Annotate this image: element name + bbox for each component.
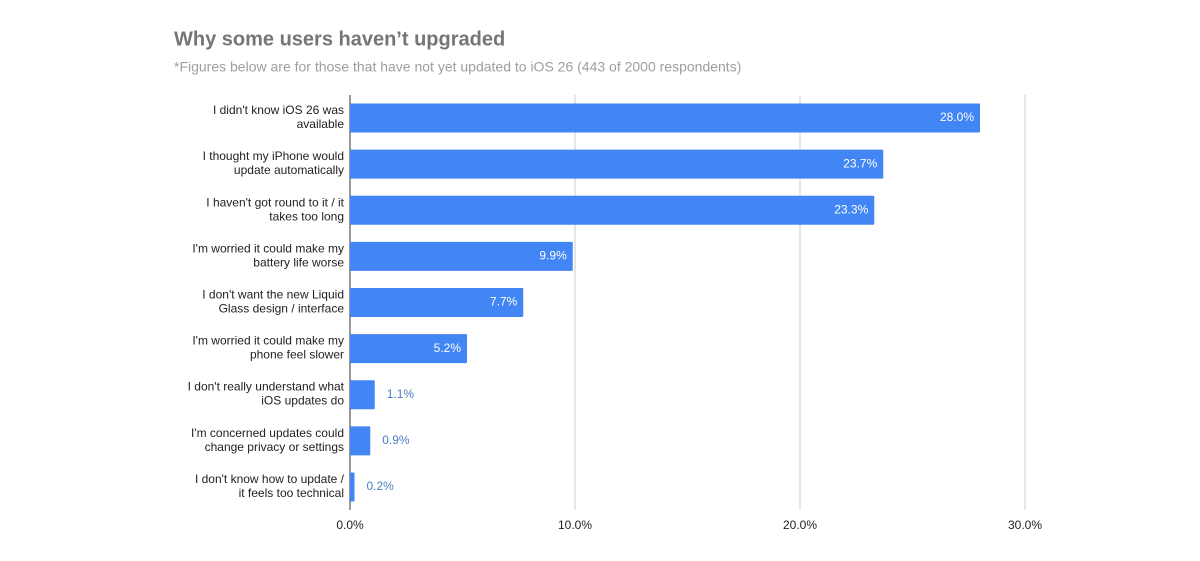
bar (350, 288, 524, 317)
value-label: 28.0% (940, 110, 974, 124)
y-tick-label: I didn't know iOS 26 was available (213, 103, 344, 131)
y-tick-label: I'm concerned updates could change privac… (191, 426, 344, 454)
value-label: 9.9% (539, 249, 567, 263)
chart-title: Why some users haven’t upgraded (174, 28, 505, 50)
value-label: 1.1% (387, 387, 415, 401)
value-label: 7.7% (490, 295, 518, 309)
x-tick-label: 20.0% (783, 518, 817, 532)
bar (350, 241, 573, 271)
value-label: 0.2% (367, 479, 395, 493)
value-label: 0.9% (382, 433, 410, 447)
y-tick-label: I'm worried it could make my phone feel s… (192, 334, 344, 362)
bar (350, 149, 884, 179)
bar (350, 195, 875, 225)
y-tick-label: I thought my iPhone would update automati… (203, 149, 344, 177)
bar (350, 334, 467, 364)
y-tick-label: I'm worried it could make my battery life… (192, 242, 344, 270)
value-label: 5.2% (434, 341, 462, 355)
x-tick-label: 0.0% (336, 518, 364, 532)
bar (350, 380, 375, 410)
value-label: 23.3% (834, 202, 868, 216)
x-tick-label: 30.0% (1008, 518, 1042, 532)
bar (350, 426, 371, 456)
y-tick-label: I haven't got round to it / it takes too … (206, 195, 344, 223)
y-tick-label: I don't know how to update / it feels too… (195, 472, 345, 500)
chart-subtitle: *Figures below are for those that have n… (174, 59, 741, 75)
y-tick-label: I don't want the new Liquid Glass design … (202, 288, 344, 316)
x-tick-label: 10.0% (558, 518, 592, 532)
bar (350, 472, 355, 502)
bar (350, 103, 980, 133)
y-tick-label: I don't really understand what iOS update… (188, 380, 345, 408)
value-label: 23.7% (843, 156, 877, 170)
